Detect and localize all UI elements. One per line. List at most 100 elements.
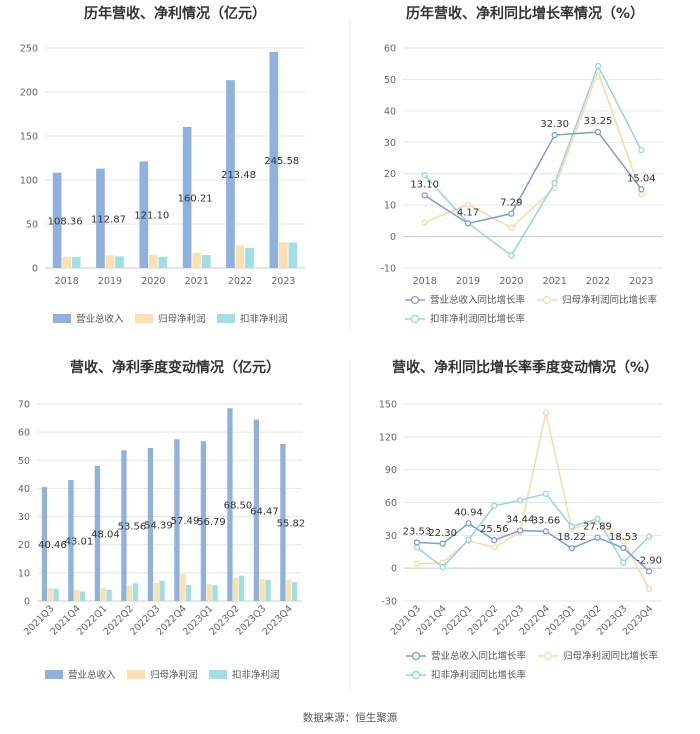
line-point (594, 128, 602, 136)
y-tick-label: 90 (385, 465, 397, 476)
legend-label: 营业总收入 (68, 669, 116, 681)
data-label: 25.56 (480, 524, 509, 535)
data-label: -2.90 (636, 555, 662, 566)
legend-label: 归母净利润同比增长率 (563, 650, 659, 662)
y-tick-label: 0 (32, 264, 38, 275)
legend-swatch (53, 314, 71, 323)
line-point (645, 568, 653, 575)
bar-deducted-profit (265, 579, 271, 601)
bar-revenue (174, 439, 180, 601)
y-tick-label: 250 (20, 44, 38, 55)
data-label: 33.25 (584, 116, 613, 127)
bar-deducted-profit (115, 256, 124, 268)
data-label: 33.66 (532, 515, 561, 526)
data-label: 32.30 (540, 119, 569, 130)
bar-revenue (269, 51, 279, 268)
legend-label: 扣非净利润 (232, 669, 280, 681)
bar-deducted-profit (158, 256, 168, 268)
data-label: 4.17 (457, 207, 479, 218)
data-label: 64.47 (250, 506, 279, 517)
bar-revenue (94, 465, 101, 601)
legend-swatch (217, 314, 235, 323)
line-point (542, 490, 550, 497)
bar-net-profit (153, 582, 159, 601)
bar-net-profit (192, 252, 201, 268)
x-tick-label: 2021 (185, 276, 209, 287)
legend-label: 扣非净利润 (240, 313, 288, 325)
bar-revenue (147, 447, 154, 601)
line-point (464, 220, 472, 227)
legend-swatch (209, 670, 227, 679)
chart-title: 历年营收、净利同比增长率情况（%） (406, 5, 644, 22)
bar-deducted-profit (288, 242, 298, 268)
legend: 营业总收入 归母净利润 扣非净利润 (53, 313, 288, 325)
chart-title: 营收、净利季度变动情况（亿元） (70, 359, 280, 376)
bar-net-profit (235, 245, 245, 268)
line-point (568, 545, 575, 552)
x-tick-label: 2023 (271, 276, 295, 287)
line-point (439, 563, 446, 571)
legend-label: 营业总收入同比增长率 (431, 650, 527, 662)
data-label: 48.04 (91, 529, 120, 540)
data-label: 68.50 (224, 501, 253, 512)
data-label: 245.58 (264, 156, 299, 167)
data-label: 55.82 (277, 518, 306, 529)
line-point (594, 534, 601, 541)
bar-revenue (41, 487, 48, 601)
y-tick-label: 0 (391, 564, 397, 575)
y-tick-label: 100 (20, 176, 38, 187)
legend-label: 营业总收入 (76, 313, 124, 325)
line-point (542, 528, 550, 535)
legend-swatch-marker (411, 670, 421, 680)
x-tick-label: 2019 (456, 276, 480, 287)
y-tick-label: 50 (18, 456, 30, 467)
data-label: 121.10 (134, 211, 169, 222)
y-tick-label: 60 (384, 44, 396, 55)
line-point (413, 539, 421, 546)
line-point (645, 533, 653, 540)
legend-label: 扣非净利润同比增长率 (431, 669, 527, 681)
data-label: 57.49 (171, 516, 200, 527)
data-label: 22.30 (428, 528, 457, 539)
line-point (465, 520, 472, 527)
x-tick-label: 2020 (499, 276, 523, 287)
line-point (413, 560, 421, 567)
legend-swatch-marker (542, 295, 552, 305)
y-tick-label: 40 (384, 106, 396, 117)
bar-deducted-profit (291, 581, 298, 601)
data-label: 56.79 (197, 517, 226, 528)
bar-deducted-profit (212, 585, 218, 601)
chart-title: 营收、净利同比增长率季度变动情况（%） (392, 359, 658, 376)
bar-revenue (121, 450, 127, 601)
x-tick-label: 2020 (141, 276, 165, 287)
line-point (516, 527, 524, 534)
legend-swatch-marker (543, 651, 553, 661)
y-tick-label: 30 (385, 531, 397, 542)
data-label: 7.29 (500, 198, 522, 209)
data-label: 213.48 (221, 170, 256, 181)
line-point (594, 62, 602, 70)
legend-swatch (127, 670, 145, 679)
bar-revenue (96, 168, 105, 268)
legend-swatch-marker (410, 314, 420, 324)
line-revenue (416, 522, 650, 572)
y-tick-label: 70 (18, 400, 30, 411)
bar-net-profit (279, 242, 288, 268)
line-point (491, 537, 498, 544)
data-label: 13.10 (410, 179, 439, 190)
line-point (516, 497, 524, 504)
y-tick-label: 150 (379, 400, 397, 411)
y-tick-label: 60 (385, 498, 397, 509)
bar-deducted-profit (159, 580, 165, 601)
bar-net-profit (62, 256, 71, 268)
y-tick-label: 10 (384, 201, 396, 212)
data-label: 160.21 (178, 194, 213, 205)
y-tick-label: -10 (380, 264, 396, 275)
chart-annual_growth: 历年营收、净利同比增长率情况（%） -10 0 10 20 30 40 50 60 2018 201… (380, 5, 663, 325)
x-tick-label: 2019 (98, 276, 122, 287)
line-point (421, 172, 428, 179)
bar-deducted-profit (132, 583, 139, 601)
x-tick-label: 2018 (55, 276, 79, 287)
